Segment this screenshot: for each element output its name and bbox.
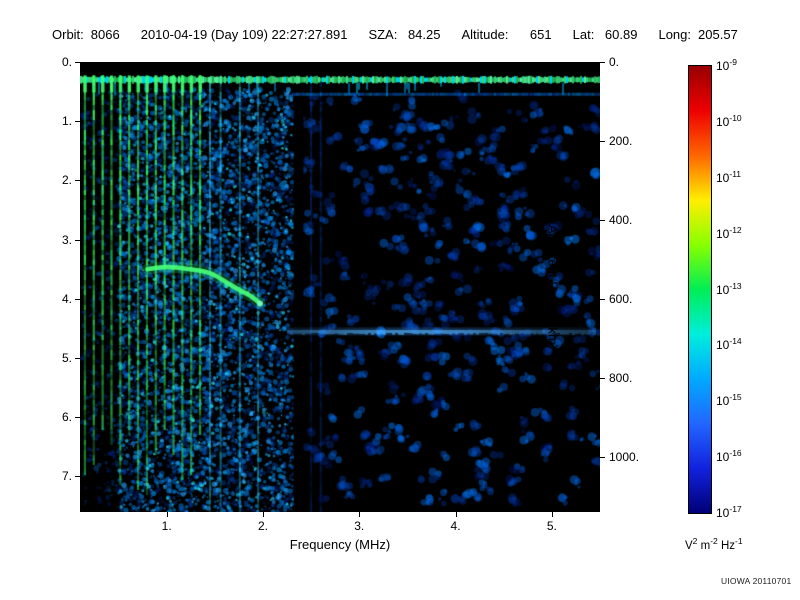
colorbar-tick-label: 10-10 (716, 112, 742, 129)
y-right-tick-mark (600, 457, 605, 458)
y-left-tick-mark (75, 239, 80, 241)
colorbar-tick-label: 10-16 (716, 448, 742, 465)
y-right-tick-label: 1000. (609, 450, 640, 464)
x-tick-label: 3. (354, 519, 365, 533)
header-field-label: Lat: (572, 27, 595, 42)
y-right-tick-mark (600, 299, 605, 300)
colorbar-tick-label: 10-13 (716, 280, 742, 297)
y-right-tick-mark (600, 141, 605, 142)
colorbar-tick-label: 10-14 (716, 336, 742, 353)
header-field-label: Orbit: (52, 27, 84, 42)
x-tick-mark (359, 512, 361, 517)
colorbar-tick-label: 10-17 (716, 504, 742, 520)
y-left-tick-mark (75, 62, 80, 63)
y-left-tick-label: 4. (61, 291, 72, 306)
header-field: Orbit: 8066 (52, 27, 120, 42)
header-field-label: Altitude: (461, 27, 509, 42)
header-field-label: SZA: (368, 27, 398, 42)
header-line: Orbit: 8066 2010-04-19 (Day 109) 22:27:27.… (52, 27, 759, 42)
header-field-value: 84.25 (404, 27, 441, 42)
colorbar (688, 65, 712, 514)
x-tick-label: 4. (450, 519, 461, 533)
x-tick-mark (551, 512, 553, 517)
y-right-tick-label: 400. (609, 213, 633, 227)
colorbar-tick-label: 10-9 (716, 57, 737, 73)
x-tick-label: 2. (257, 519, 268, 533)
y-right-tick-label: 0. (609, 55, 620, 69)
x-tick-mark (262, 512, 264, 517)
x-tick-label: 5. (546, 519, 557, 533)
y-right-tick-label: 200. (609, 134, 633, 148)
y-left-tick-mark (75, 417, 80, 419)
colorbar-unit-label: V2 m-2 Hz-1 (685, 536, 743, 552)
header-field-value: 205.57 (698, 27, 738, 42)
watermark-text: UIOWA 20110701 (721, 576, 792, 586)
y-left-tick-label: 5. (61, 351, 72, 366)
y-left-tick-mark (75, 298, 80, 300)
header-field: Altitude: 651 (462, 27, 552, 42)
y-left-tick-label: 0. (61, 55, 72, 69)
y-right-tick-label: 800. (609, 371, 633, 385)
header-field-value: 60.89 (601, 27, 638, 42)
colorbar-tick-label: 10-11 (716, 168, 742, 185)
y-right-tick-mark (600, 62, 605, 63)
y-left-tick-label: 1. (61, 114, 72, 129)
header-field-label: Long: (658, 27, 692, 42)
header-field: Lat: 60.89 (573, 27, 638, 42)
header-field-value: 651 (515, 27, 552, 42)
x-tick-label: 1. (161, 519, 172, 533)
y-left-tick-mark (75, 358, 80, 360)
header-field: 2010-04-19 (Day 109) 22:27:27.891 (141, 27, 348, 42)
y-left-tick-label: 2. (61, 173, 72, 188)
y-left-tick-label: 7. (61, 469, 72, 484)
y-left-tick-label: 3. (61, 232, 72, 247)
x-tick-mark (166, 512, 168, 517)
y-left-tick-label: 6. (61, 410, 72, 425)
x-axis-label: Frequency (MHz) (289, 537, 391, 552)
colorbar-tick-label: 10-12 (716, 224, 742, 241)
y-left-tick-mark (75, 121, 80, 123)
header-field: SZA: 84.25 (368, 27, 440, 42)
spectrogram-canvas (80, 62, 600, 512)
colorbar-tick-label: 10-15 (716, 392, 742, 409)
header-field-value: 8066 (90, 27, 120, 42)
y-axis-label-right: Apparent Range (km) (545, 224, 561, 350)
y-right-tick-label: 600. (609, 292, 633, 306)
y-left-tick-mark (75, 180, 80, 182)
y-left-tick-mark (75, 476, 80, 478)
x-tick-mark (455, 512, 457, 517)
header-field: Long: 205.57 (658, 27, 737, 42)
y-right-tick-mark (600, 220, 605, 221)
y-right-tick-mark (600, 378, 605, 379)
header-field-value: 2010-04-19 (Day 109) 22:27:27.891 (140, 27, 348, 42)
